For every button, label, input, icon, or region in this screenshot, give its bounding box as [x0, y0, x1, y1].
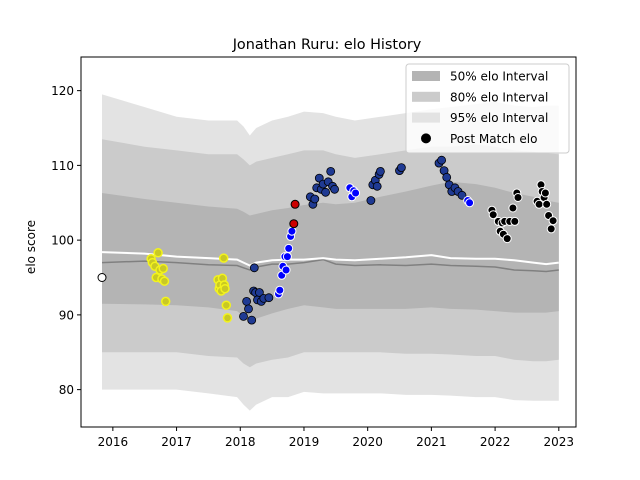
post-match-point-blue	[281, 265, 291, 275]
post-match-point-red	[289, 219, 299, 229]
post-match-point-navy	[242, 296, 252, 306]
post-match-point-navy	[457, 190, 467, 200]
post-match-point-navy	[442, 172, 452, 182]
post-match-point-black	[546, 224, 556, 234]
post-match-point-black	[508, 203, 518, 213]
post-match-point-blue	[287, 226, 297, 236]
post-match-point-black	[542, 199, 552, 209]
axes: 2016 2017 2018 2019 2020 2021 2022 2023 80 90 100 1…	[51, 84, 574, 449]
x-tick-label: 2021	[416, 435, 447, 449]
y-tick-label: 100	[51, 234, 74, 248]
legend-marker-swatch	[421, 133, 431, 144]
post-match-point-blue	[275, 285, 285, 295]
x-tick-label: 2022	[480, 435, 511, 449]
post-match-point-yellow	[160, 296, 171, 307]
x-tick-label: 2018	[225, 435, 256, 449]
post-match-point-yellow	[159, 276, 170, 286]
post-match-point-yellow	[153, 248, 163, 258]
legend-band-swatch	[412, 91, 440, 102]
post-match-point-navy	[247, 315, 257, 325]
chart-title: Jonathan Ruru: elo History	[232, 37, 422, 53]
post-match-point-white	[97, 273, 107, 282]
y-tick-label: 80	[59, 383, 74, 397]
post-match-point-red	[290, 199, 300, 209]
plot-frame	[80, 56, 577, 428]
post-match-point-navy	[330, 184, 340, 194]
y-axis-label: elo score	[24, 220, 38, 274]
post-match-point-blue	[351, 188, 361, 198]
post-match-point-navy	[254, 288, 264, 297]
post-match-point-black	[502, 234, 512, 244]
post-match-point-yellow	[221, 300, 232, 310]
legend: 50% elo Interval 80% elo Interval 95% elo …	[405, 63, 570, 154]
post-match-point-black	[513, 193, 523, 202]
post-match-point-navy	[249, 263, 259, 273]
post-match-point-yellow	[158, 263, 168, 274]
post-match-point-black	[540, 188, 550, 198]
post-match-point-navy	[310, 194, 320, 204]
x-tick-label: 2020	[352, 435, 383, 449]
post-match-point-yellow	[222, 313, 233, 323]
legend-box	[405, 63, 570, 154]
median-line	[101, 258, 559, 273]
post-match-point-yellow	[218, 253, 229, 263]
post-match-point-black	[488, 210, 498, 220]
x-tick-label: 2017	[161, 435, 192, 449]
legend-label: 95% elo Interval	[450, 111, 548, 125]
legend-label: 50% elo Interval	[450, 70, 548, 84]
post-match-point-navy	[239, 311, 248, 321]
post-match-point-navy	[396, 163, 406, 173]
post-match-point-navy	[321, 187, 331, 197]
legend-label: 80% elo Interval	[450, 90, 548, 104]
plot-area	[97, 94, 559, 411]
post-match-point-blue	[465, 198, 475, 208]
y-tick-label: 120	[51, 84, 74, 98]
post-match-point-blue	[282, 252, 292, 262]
post-match-point-navy	[437, 155, 447, 165]
post-match-point-navy	[326, 166, 336, 176]
x-tick-label: 2023	[544, 435, 575, 449]
post-match-point-black	[510, 216, 520, 226]
post-match-point-black	[534, 199, 544, 209]
y-tick-label: 110	[51, 159, 74, 173]
post-match-point-black	[548, 216, 558, 226]
post-match-point-navy	[244, 304, 253, 314]
y-tick-label: 90	[59, 308, 74, 322]
post-match-point-blue	[284, 243, 294, 253]
post-match-point-navy	[366, 196, 376, 205]
x-tick-label: 2019	[289, 435, 320, 449]
mean-line	[101, 251, 559, 267]
post-match-point-navy	[375, 166, 385, 176]
post-match-point-navy	[264, 293, 274, 303]
legend-label: Post Match elo	[450, 132, 537, 146]
x-tick-label: 2016	[98, 435, 129, 449]
legend-band-swatch	[412, 112, 440, 123]
post-match-point-yellow	[220, 283, 230, 294]
post-match-point-navy	[372, 181, 382, 191]
legend-band-swatch	[412, 71, 440, 81]
